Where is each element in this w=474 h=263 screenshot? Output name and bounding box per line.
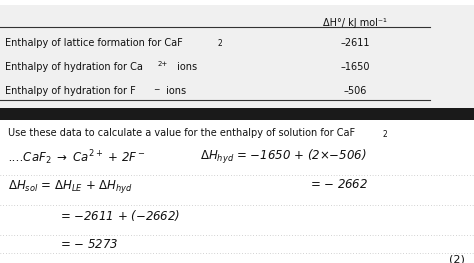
Text: = $-$2611 + ($-$2662): = $-$2611 + ($-$2662) <box>60 208 180 223</box>
Text: 2: 2 <box>383 130 388 139</box>
Text: $\Delta$H$_{hyd}$ = $-$1650 + (2$\times$$-$506): $\Delta$H$_{hyd}$ = $-$1650 + (2$\times$… <box>200 148 366 166</box>
Text: Use these data to calculate a value for the enthalpy of solution for CaF: Use these data to calculate a value for … <box>8 128 355 138</box>
Text: = $-$ 2662: = $-$ 2662 <box>310 178 368 191</box>
Text: ΔH°/ kJ mol⁻¹: ΔH°/ kJ mol⁻¹ <box>323 18 387 28</box>
Text: Enthalpy of hydration for Ca: Enthalpy of hydration for Ca <box>5 62 143 72</box>
Text: ....CaF$_2$ $\rightarrow$ Ca$^{2+}$ + 2F$^-$: ....CaF$_2$ $\rightarrow$ Ca$^{2+}$ + 2F… <box>8 148 145 167</box>
Text: –2611: –2611 <box>340 38 370 48</box>
Text: –506: –506 <box>343 86 367 96</box>
Text: = $-$ 5273: = $-$ 5273 <box>60 238 118 251</box>
Text: ions: ions <box>174 62 197 72</box>
Text: –1650: –1650 <box>340 62 370 72</box>
FancyBboxPatch shape <box>0 108 474 120</box>
Text: (2): (2) <box>449 255 465 263</box>
Text: 2+: 2+ <box>158 61 168 67</box>
Text: $\Delta$H$_{sol}$ = $\Delta$H$_{LE}$ + $\Delta$H$_{hyd}$: $\Delta$H$_{sol}$ = $\Delta$H$_{LE}$ + $… <box>8 178 133 195</box>
Text: Enthalpy of lattice formation for CaF: Enthalpy of lattice formation for CaF <box>5 38 183 48</box>
FancyBboxPatch shape <box>0 5 474 110</box>
Text: 2: 2 <box>218 39 223 48</box>
Text: Enthalpy of hydration for F: Enthalpy of hydration for F <box>5 86 136 96</box>
Text: ions: ions <box>163 86 186 96</box>
Text: −: − <box>153 85 159 94</box>
